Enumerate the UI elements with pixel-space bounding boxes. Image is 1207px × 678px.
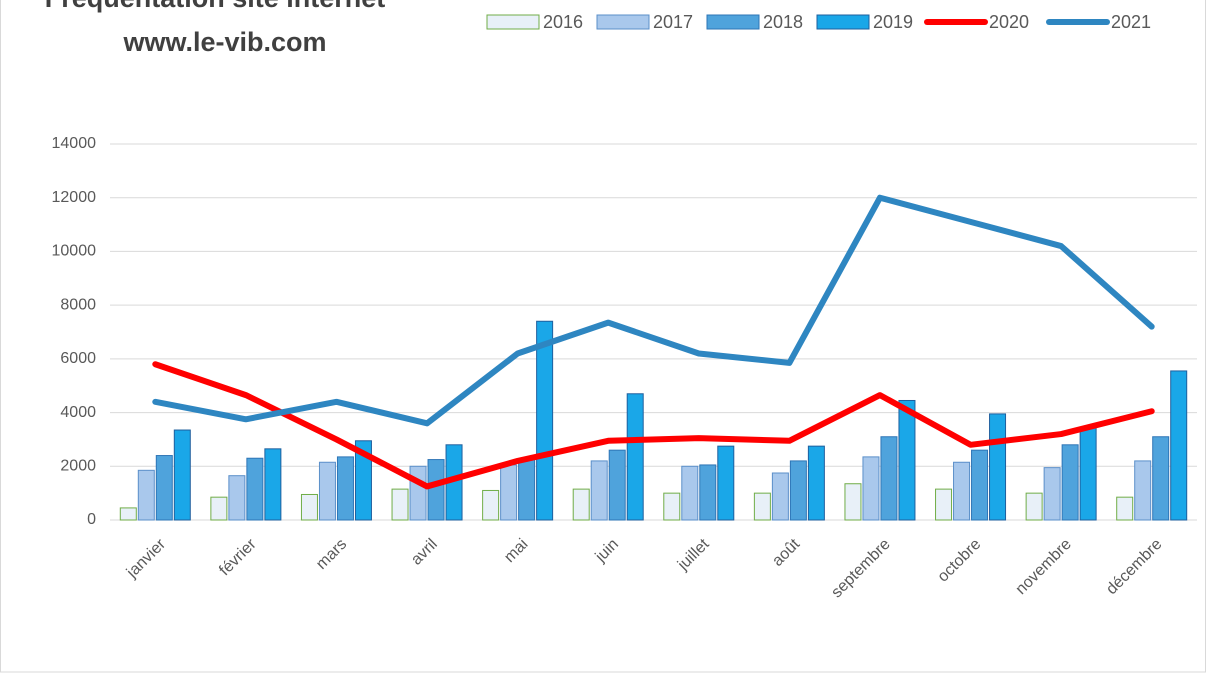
bar: [807, 445, 825, 521]
bar: [572, 488, 590, 521]
bar: [862, 456, 880, 521]
legend-label: 2017: [653, 12, 693, 32]
bar: [1061, 444, 1079, 521]
bar: [626, 393, 644, 521]
bar: [844, 483, 862, 521]
bar: [699, 464, 717, 521]
bar: [318, 461, 336, 521]
bar: [482, 489, 500, 521]
x-tick-label: janvier: [123, 535, 170, 582]
bar: [518, 459, 536, 521]
bar: [663, 492, 681, 521]
line-series: [152, 194, 1155, 427]
y-tick-label: 6000: [60, 350, 96, 367]
chart-subtitle: www.le-vib.com: [122, 27, 326, 57]
legend-label: 2020: [989, 12, 1029, 32]
x-tick-label: octobre: [935, 536, 985, 586]
y-tick-label: 0: [87, 511, 96, 528]
y-tick-label: 8000: [60, 296, 96, 313]
bar: [155, 455, 173, 521]
y-tick-label: 14000: [52, 135, 97, 152]
bar: [1043, 467, 1061, 521]
bar: [935, 488, 953, 521]
bar: [300, 493, 318, 521]
bar: [1170, 370, 1188, 521]
legend-swatch: [816, 14, 870, 30]
bar: [409, 465, 427, 521]
legend-swatch: [486, 14, 540, 30]
bar: [427, 459, 445, 521]
bar: [1025, 492, 1043, 521]
bar: [971, 449, 989, 521]
legend-swatch: [706, 14, 760, 30]
y-tick-label: 10000: [52, 243, 97, 260]
x-tick-label: mai: [501, 536, 531, 566]
x-tick-label: juillet: [674, 535, 713, 574]
bar: [354, 440, 372, 521]
legend-label: 2019: [873, 12, 913, 32]
legend-label: 2016: [543, 12, 583, 32]
bar: [771, 472, 789, 521]
bar: [753, 492, 771, 521]
bar: [391, 488, 409, 521]
bar: [953, 461, 971, 521]
bar: [1134, 460, 1152, 521]
x-tick-label: août: [769, 535, 803, 569]
legend-swatch: [596, 14, 650, 30]
bar: [173, 429, 191, 521]
x-tick-label: février: [216, 535, 260, 579]
bar: [989, 413, 1007, 521]
bar: [681, 465, 699, 521]
x-tick-label: septembre: [828, 536, 894, 602]
legend-label: 2021: [1111, 12, 1151, 32]
x-tick-label: novembre: [1013, 536, 1075, 598]
bar: [898, 399, 916, 521]
bar: [536, 320, 554, 521]
x-tick-label: décembre: [1103, 536, 1165, 598]
bar: [590, 460, 608, 521]
bar: [336, 456, 354, 521]
bar: [119, 507, 137, 521]
line-series: [152, 361, 1155, 490]
bar: [264, 448, 282, 521]
y-tick-label: 4000: [60, 404, 96, 421]
bar: [228, 475, 246, 521]
bar: [137, 469, 155, 521]
y-tick-label: 12000: [52, 189, 97, 206]
bar: [1116, 496, 1134, 521]
bar: [880, 436, 898, 521]
bar: [717, 445, 735, 521]
bar: [210, 496, 228, 521]
chart-title: Fréquentation site internet: [45, 0, 386, 13]
x-tick-label: mars: [313, 536, 350, 573]
x-tick-label: juin: [592, 536, 622, 566]
bar: [789, 460, 807, 521]
y-tick-label: 2000: [60, 458, 96, 475]
bar: [1152, 436, 1170, 521]
x-tick-label: avril: [408, 536, 441, 569]
bar: [608, 449, 626, 521]
legend-label: 2018: [763, 12, 803, 32]
bar: [246, 457, 264, 521]
bar: [1079, 426, 1097, 521]
bar: [500, 464, 518, 521]
